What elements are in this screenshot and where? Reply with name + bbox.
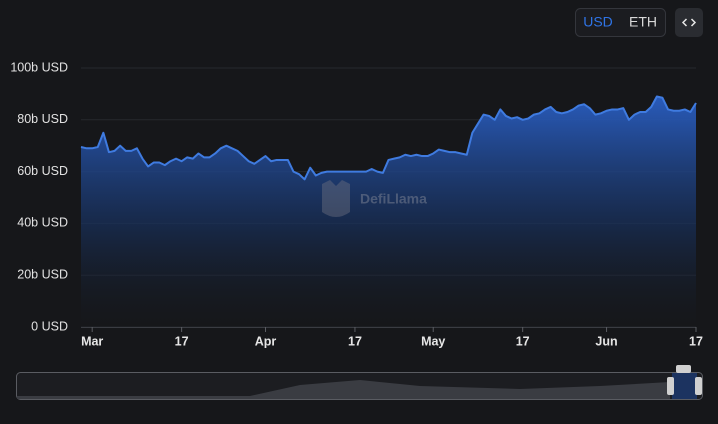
navigator-selection <box>672 373 697 399</box>
x-tick-label: 17 <box>516 334 530 348</box>
navigator-shape <box>17 380 670 399</box>
usd-button[interactable]: USD <box>583 14 613 30</box>
x-tick-label: Apr <box>255 334 277 348</box>
y-tick-label: 40b USD <box>17 216 68 230</box>
y-tick-label: 20b USD <box>17 267 68 281</box>
navigator-grip[interactable] <box>676 365 691 373</box>
navigator-handle[interactable] <box>667 377 674 395</box>
watermark-logo <box>322 180 350 217</box>
x-tick-label: Jun <box>595 334 617 348</box>
y-tick-label: 80b USD <box>17 112 68 126</box>
y-tick-label: 100b USD <box>10 60 68 74</box>
y-tick-label: 60b USD <box>17 164 68 178</box>
watermark: DefiLlama <box>322 180 427 217</box>
area <box>81 96 696 328</box>
embed-icon <box>681 18 697 27</box>
plot-area: 0 USD 20b USD 40b USD 60b USD 80b USD 100b US… <box>10 60 703 348</box>
watermark-text: DefiLlama <box>360 191 427 207</box>
eth-button[interactable]: ETH <box>629 14 657 30</box>
navigator-handle[interactable] <box>695 377 702 395</box>
currency-toggle <box>575 8 666 37</box>
y-tick-label: 0 USD <box>31 319 68 333</box>
x-tick-label: 17 <box>175 334 189 348</box>
x-tick-label: 17 <box>689 334 703 348</box>
x-tick-label: Mar <box>81 334 103 348</box>
line <box>80 95 697 181</box>
x-tick-label: 17 <box>348 334 362 348</box>
embed-button[interactable] <box>675 8 703 37</box>
x-tick-label: May <box>421 334 445 348</box>
